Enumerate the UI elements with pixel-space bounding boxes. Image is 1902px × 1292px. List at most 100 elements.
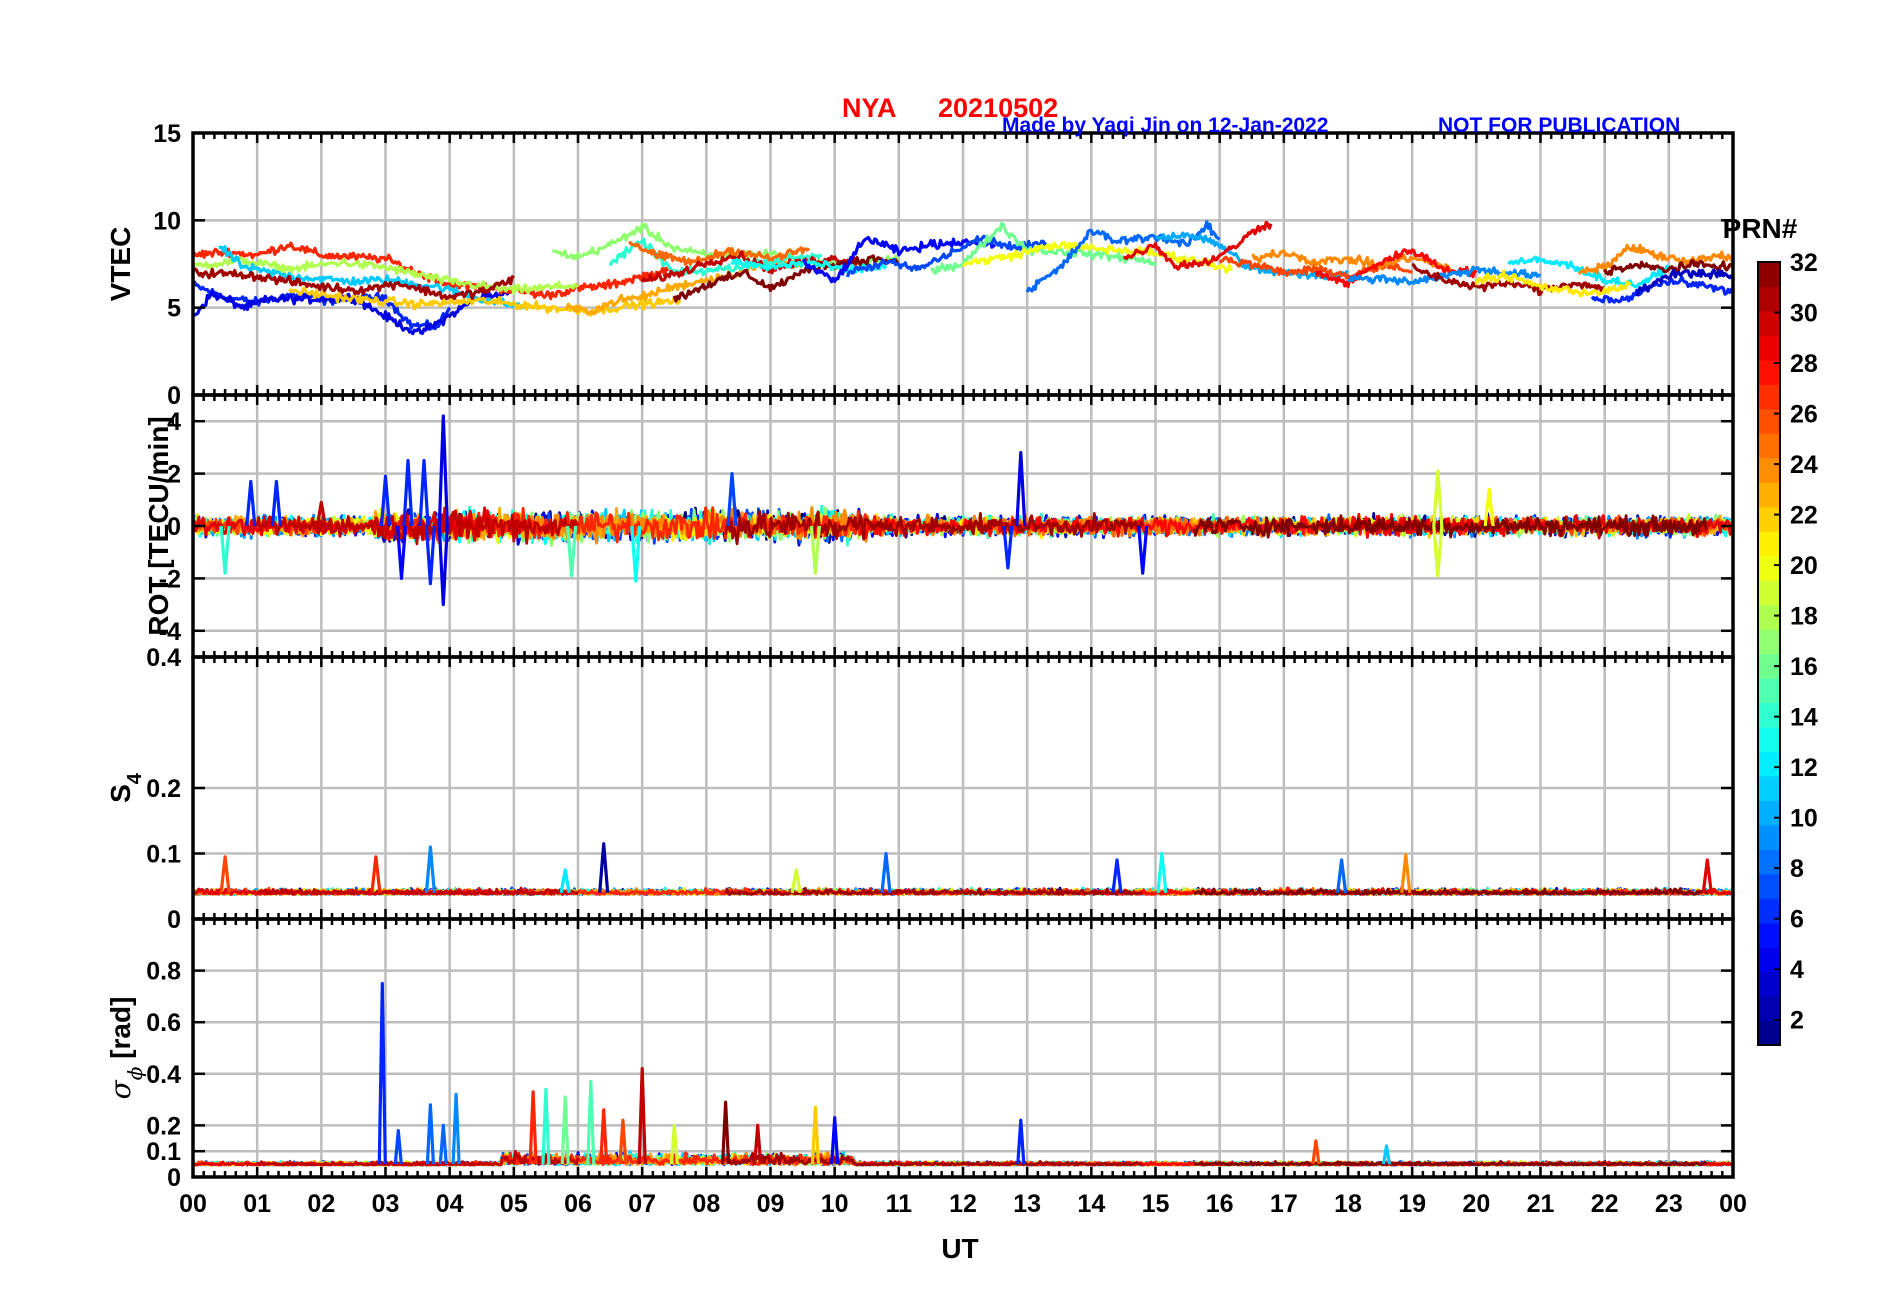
spike-prn-6 [379, 474, 392, 527]
x-tick-label: 12 [949, 1190, 977, 1218]
spike-prn-6 [418, 458, 430, 527]
colorbar-swatch [1758, 702, 1780, 728]
spike-prn-19 [1432, 469, 1444, 527]
colorbar-swatch [1758, 433, 1780, 459]
trace-prn-29 [1328, 887, 1733, 896]
colorbar-tick-label: 30 [1790, 300, 1818, 328]
x-tick-label: 15 [1142, 1190, 1170, 1218]
colorbar-swatch [1758, 751, 1780, 777]
vtec-series-prn-7 [845, 234, 1048, 278]
spike-prn-19 [669, 1123, 679, 1165]
spike-prn-6 [245, 479, 257, 527]
spike-prn-5 [1137, 525, 1149, 575]
colorbar-swatch [1758, 677, 1780, 704]
colorbar-tick-label: 14 [1790, 704, 1818, 732]
vtec-series-prn-11 [218, 245, 529, 310]
spike-prn-27 [599, 1108, 609, 1165]
colorbar-tick-label: 8 [1790, 855, 1804, 883]
colorbar-swatch [1758, 873, 1780, 899]
trace-prn-31 [724, 1151, 1143, 1167]
spike-prn-6 [1016, 1118, 1026, 1165]
panel-data-s4 [193, 842, 1733, 896]
title-station: NYA [842, 93, 897, 123]
vtec-series-prn-31 [193, 267, 515, 301]
spike-prn-11 [1381, 1144, 1392, 1165]
spike-prn-8 [438, 1123, 448, 1165]
y-tick-label: 5 [167, 295, 181, 323]
spike-prn-30 [753, 1123, 763, 1165]
colorbar-tick-label: 22 [1790, 502, 1818, 530]
colorbar-swatch [1758, 775, 1780, 801]
x-tick-label: 10 [821, 1190, 849, 1218]
x-tick-label: 04 [436, 1190, 464, 1218]
colorbar-swatch [1758, 604, 1780, 630]
title-date: 20210502 [938, 93, 1058, 123]
spike-prn-15 [566, 525, 578, 578]
colorbar-swatch [1758, 506, 1780, 532]
spike-prn-14 [219, 525, 231, 575]
x-tick-label: 16 [1206, 1190, 1234, 1218]
colorbar-swatch [1758, 849, 1780, 875]
x-tick-label: 06 [564, 1190, 592, 1218]
colorbar-tick-label: 6 [1790, 906, 1804, 934]
y-tick-label: 0 [167, 513, 181, 541]
data-layer [193, 220, 1733, 1167]
spike-prn-19 [1432, 525, 1444, 578]
panel-data-vtec [193, 220, 1733, 336]
y-tick-label: 0.2 [146, 775, 181, 803]
spike-prn-6 [1111, 858, 1123, 893]
colorbar-swatch [1758, 310, 1780, 337]
vtec-series-prn-18 [193, 256, 579, 295]
x-tick-label: 00 [179, 1190, 207, 1218]
colorbar-swatch [1758, 1020, 1780, 1046]
trace-prn-32 [1192, 514, 1709, 539]
x-tick-label: 03 [372, 1190, 400, 1218]
colorbar-swatch [1758, 335, 1780, 361]
y-tick-label: 2 [167, 461, 181, 489]
y-tick-label: 0.1 [146, 1138, 181, 1166]
spike-prn-6 [424, 525, 436, 586]
spike-prn-13 [1156, 851, 1168, 893]
x-tick-label: 17 [1270, 1190, 1298, 1218]
y-tick-label: 10 [153, 207, 181, 235]
y-tick-label: -2 [159, 565, 181, 593]
spike-prn-14 [541, 1087, 551, 1165]
y-tick-label: 0.2 [146, 1112, 181, 1140]
panel-data-sigma_phi [193, 981, 1733, 1167]
colorbar-tick-label: 28 [1790, 350, 1818, 378]
x-tick-label: 14 [1077, 1190, 1105, 1218]
colorbar-swatch [1758, 971, 1780, 997]
colorbar-swatch [1758, 457, 1780, 483]
colorbar-tick-label: 4 [1790, 956, 1804, 984]
colorbar-swatch [1758, 824, 1780, 850]
colorbar-swatch [1758, 629, 1780, 655]
trace-prn-31 [724, 886, 1144, 896]
y-tick-label: 0 [167, 382, 181, 410]
colorbar-swatch [1758, 384, 1780, 410]
vtec-series-prn-30 [640, 250, 869, 283]
spike-prn-8 [880, 851, 892, 893]
colorbar-tick-label: 2 [1790, 1007, 1804, 1035]
colorbar-tick-label: 26 [1790, 401, 1818, 429]
trace-prn-32 [1193, 886, 1709, 896]
colorbar-swatch [1758, 482, 1780, 508]
spike-prn-6 [402, 458, 414, 527]
trace-prn-31 [724, 509, 1144, 546]
y-tick-label: 0 [167, 1164, 181, 1192]
colorbar-swatch [1758, 531, 1780, 557]
vtec-series-prn-5 [802, 235, 997, 284]
spike-prn-6 [1002, 525, 1014, 570]
colorbar-tick-label: 12 [1790, 754, 1818, 782]
vtec-series-prn-22 [288, 286, 682, 317]
spike-prn-24 [1400, 853, 1412, 893]
colorbar-tick-label: 16 [1790, 653, 1818, 681]
panel-data-rot [193, 414, 1733, 607]
y-tick-label: 4 [167, 408, 181, 436]
x-tick-label: 20 [1462, 1190, 1490, 1218]
spike-prn-8 [425, 1103, 435, 1165]
spike-prn-9 [424, 845, 436, 893]
spike-prn-29 [1701, 858, 1713, 893]
colorbar-swatch [1758, 408, 1780, 434]
x-tick-label: 18 [1334, 1190, 1362, 1218]
